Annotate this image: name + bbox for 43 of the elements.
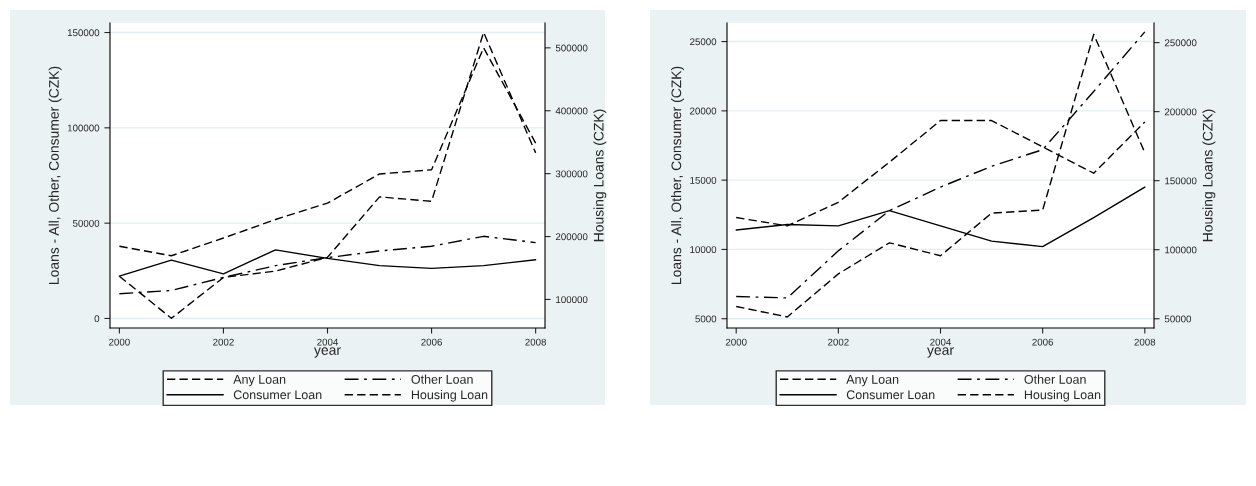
x-axis-title: year bbox=[314, 347, 341, 358]
y2-axis-title: Housing Loans (CZK) bbox=[593, 109, 607, 242]
y-tick-label: 20000 bbox=[690, 107, 717, 115]
x-tick-label: 2002 bbox=[213, 338, 234, 346]
x-tick-label: 2004 bbox=[930, 338, 952, 346]
y-tick-label: 50000 bbox=[72, 219, 100, 227]
legend-label: Consumer Loan bbox=[233, 390, 322, 400]
x-tick-label: 2006 bbox=[1032, 338, 1054, 346]
y2-axis-title: Housing Loans (CZK) bbox=[1202, 109, 1216, 242]
x-axis-title: year bbox=[927, 347, 954, 358]
legend-label: Other Loan bbox=[411, 374, 473, 384]
y-axis-title: Loans - All, Other, Consumer (CZK) bbox=[671, 66, 684, 284]
y2-tick-label: 250000 bbox=[1164, 39, 1197, 47]
y-tick-label: 15000 bbox=[690, 176, 717, 184]
y2-tick-label: 200000 bbox=[555, 233, 588, 241]
y2-tick-label: 300000 bbox=[555, 170, 588, 178]
x-tick-label: 2000 bbox=[725, 338, 747, 346]
x-tick-label: 2008 bbox=[525, 338, 547, 346]
y2-tick-label: 150000 bbox=[1165, 177, 1197, 185]
x-tick-label: 2004 bbox=[317, 338, 339, 346]
y2-tick-label: 400000 bbox=[555, 107, 588, 115]
y-tick-label: 5000 bbox=[695, 315, 717, 323]
x-tick-label: 2006 bbox=[421, 338, 442, 346]
legend-label: Any Loan bbox=[233, 375, 286, 387]
x-tick-label: 2008 bbox=[1134, 338, 1156, 346]
legend-label: Any Loan bbox=[846, 375, 899, 387]
legend-label: Housing Loan bbox=[1024, 390, 1101, 402]
y2-tick-label: 500000 bbox=[555, 44, 588, 52]
legend-label: Other Loan bbox=[1024, 374, 1086, 384]
x-tick-label: 2000 bbox=[109, 338, 130, 346]
y-tick-label: 150000 bbox=[67, 29, 100, 37]
y-tick-label: 0 bbox=[94, 315, 100, 323]
legend-label: Housing Loan bbox=[411, 390, 488, 402]
y-tick-label: 10000 bbox=[690, 246, 717, 254]
y2-tick-label: 200000 bbox=[1164, 108, 1197, 116]
y2-tick-label: 100000 bbox=[1165, 246, 1197, 254]
x-tick-label: 2002 bbox=[828, 338, 849, 346]
y-axis-title: Loans - All, Other, Consumer (CZK) bbox=[48, 66, 62, 284]
y-tick-label: 100000 bbox=[67, 124, 100, 132]
y2-tick-label: 100000 bbox=[556, 296, 588, 304]
legend-label: Consumer Loan bbox=[846, 390, 935, 400]
y2-tick-label: 50000 bbox=[1164, 315, 1192, 323]
y-tick-label: 25000 bbox=[690, 38, 717, 46]
